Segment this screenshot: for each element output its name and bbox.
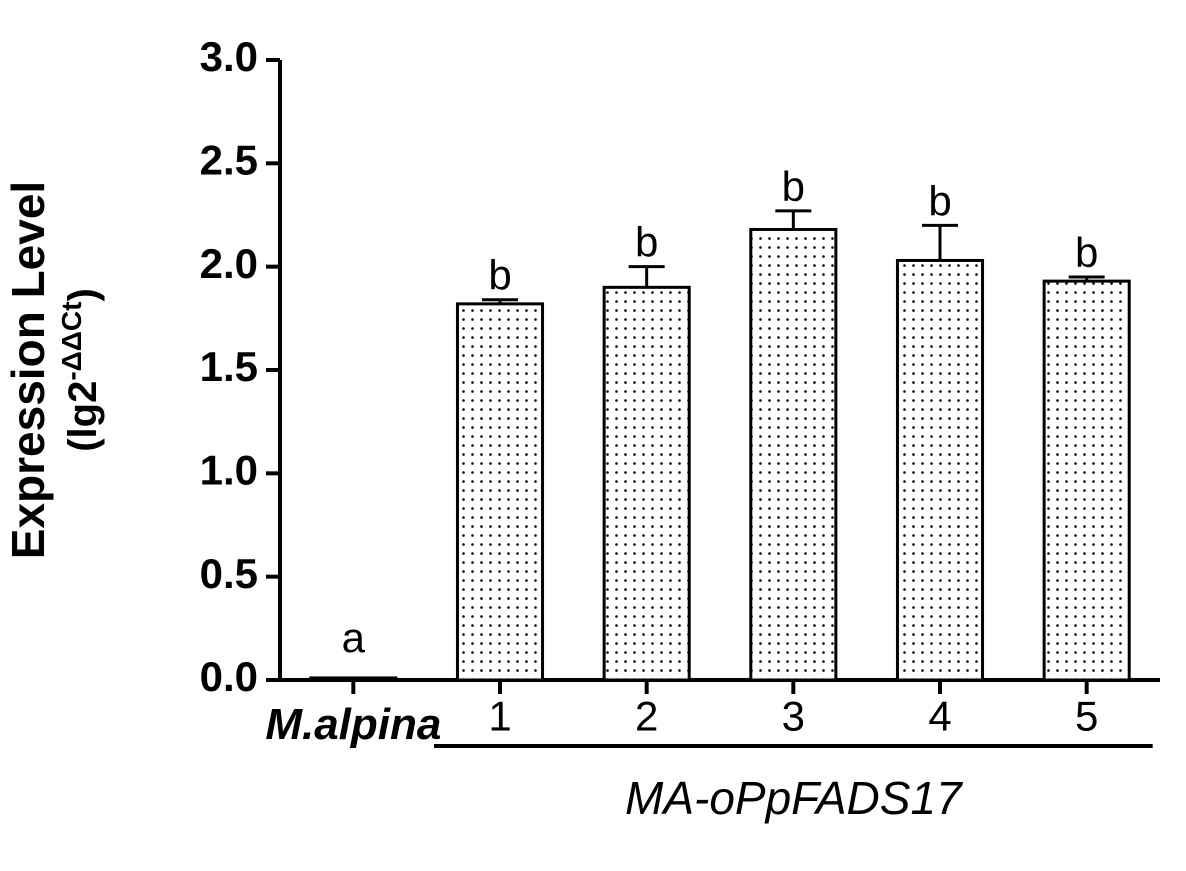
plot-area: 0.0 0.5 1.0 1.5 2.0 2.5 3.0 Expression Level(lg… [2,33,1160,824]
bar-chart: 0.0 0.5 1.0 1.5 2.0 2.5 3.0 Expression Level(lg… [0,0,1186,871]
significance-label: b [488,252,511,299]
significance-label: b [782,163,805,210]
y-tick-label: 2.0 [200,240,258,287]
bar [1044,281,1129,680]
bar [311,678,396,680]
chart-container: 0.0 0.5 1.0 1.5 2.0 2.5 3.0 Expression Level(lg… [0,0,1186,871]
y-tick-label: 0.0 [200,653,258,700]
y-axis-title-line1: Expression Level [2,181,54,559]
x-tick-label-malpina: M.alpina [265,700,441,749]
y-tick-label: 1.5 [200,343,258,390]
x-tick-label: 3 [782,692,805,739]
group-label: MA-oPpFADS17 [625,772,963,824]
x-tick-label: 4 [928,692,951,739]
x-tick-label: 1 [488,692,511,739]
significance-label: b [928,177,951,224]
significance-label: b [1075,229,1098,276]
x-tick-label: 5 [1075,692,1098,739]
y-axis-title-line2: (lg2-ΔΔCt) [56,288,106,452]
significance-label: b [635,219,658,266]
bar [457,304,542,680]
x-tick-label: 2 [635,692,658,739]
bar [751,229,836,680]
y-tick-label: 3.0 [200,33,258,80]
y-tick-label: 2.5 [200,136,258,183]
y-tick-label: 0.5 [200,550,258,597]
bar [604,287,689,680]
bar [897,260,982,680]
y-tick-label: 1.0 [200,446,258,493]
significance-label: a [342,614,366,661]
